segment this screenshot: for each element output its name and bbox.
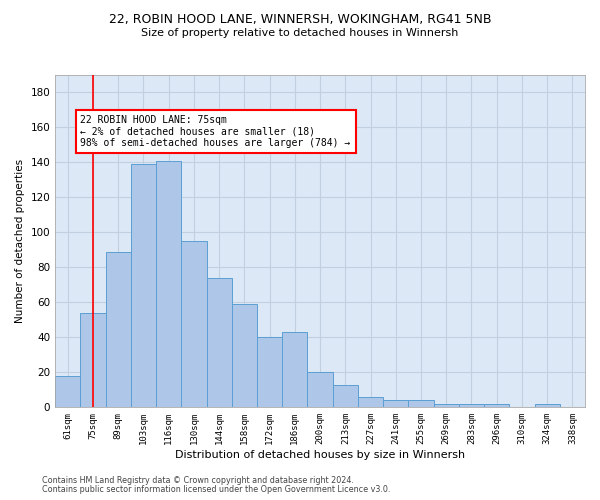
Bar [257, 338, 282, 407]
Y-axis label: Number of detached properties: Number of detached properties [15, 159, 25, 323]
Text: 22 ROBIN HOOD LANE: 75sqm
← 2% of detached houses are smaller (18)
98% of semi-d: 22 ROBIN HOOD LANE: 75sqm ← 2% of detach… [80, 115, 350, 148]
Text: Size of property relative to detached houses in Winnersh: Size of property relative to detached ho… [142, 28, 458, 38]
Bar [232, 304, 257, 408]
Bar [282, 332, 307, 407]
Bar [434, 404, 459, 407]
Text: 22, ROBIN HOOD LANE, WINNERSH, WOKINGHAM, RG41 5NB: 22, ROBIN HOOD LANE, WINNERSH, WOKINGHAM… [109, 12, 491, 26]
Text: Contains public sector information licensed under the Open Government Licence v3: Contains public sector information licen… [42, 485, 391, 494]
Bar [80, 313, 106, 408]
Bar [156, 160, 181, 408]
X-axis label: Distribution of detached houses by size in Winnersh: Distribution of detached houses by size … [175, 450, 465, 460]
Bar [307, 372, 332, 408]
Bar [484, 404, 509, 407]
Text: Contains HM Land Registry data © Crown copyright and database right 2024.: Contains HM Land Registry data © Crown c… [42, 476, 354, 485]
Bar [358, 397, 383, 407]
Bar [181, 241, 206, 408]
Bar [459, 404, 484, 407]
Bar [409, 400, 434, 407]
Bar [383, 400, 409, 407]
Bar [206, 278, 232, 407]
Bar [332, 384, 358, 407]
Bar [106, 252, 131, 408]
Bar [131, 164, 156, 408]
Bar [535, 404, 560, 407]
Bar [55, 376, 80, 408]
